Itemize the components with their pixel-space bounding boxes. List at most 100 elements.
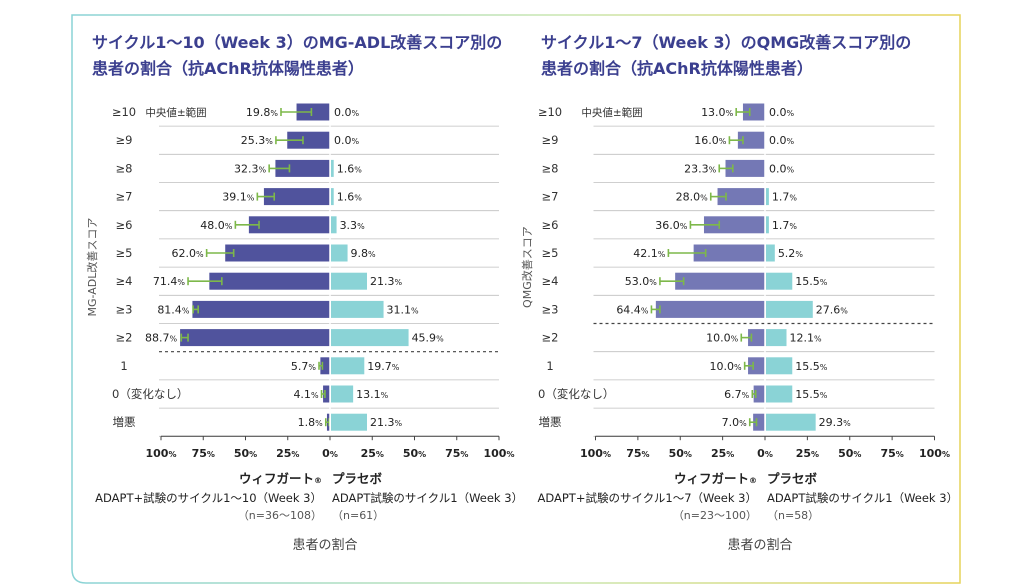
mgadl-treatment-value: 48.0%	[200, 219, 232, 232]
qmg-placebo-bar	[766, 300, 813, 318]
mgadl-treatment-bar	[275, 159, 330, 177]
qmg-errorbar-legend: 中央値±範囲	[581, 106, 642, 119]
qmg-x-tick-label: 0%	[757, 447, 773, 460]
qmg-placebo-value: 0.0%	[769, 134, 795, 147]
qmg-treatment-bar	[753, 413, 765, 431]
mgadl-x-axis-label: 患者の割合	[292, 537, 357, 553]
mgadl-placebo-bar	[331, 272, 367, 290]
qmg-treatment-bar	[655, 300, 765, 318]
qmg-treatment-bar	[725, 159, 765, 177]
mgadl-treatment-bar	[320, 357, 330, 375]
qmg-placebo-bar	[766, 188, 769, 206]
qmg-category-label: 0（変化なし）	[538, 387, 614, 401]
mgadl-x-tick-label: 50%	[403, 447, 426, 460]
qmg-placebo-n: （n=58）	[767, 509, 819, 522]
mgadl-category-label: ≥9	[116, 133, 133, 147]
qmg-placebo-bar	[766, 244, 775, 262]
qmg-treatment-bar	[737, 131, 765, 149]
mgadl-placebo-bar	[331, 385, 354, 403]
qmg-treatment-value: 10.0%	[706, 332, 739, 345]
qmg-category-label: ≥5	[542, 246, 559, 260]
qmg-category-label: 増悪	[539, 415, 562, 429]
qmg-treatment-bar	[693, 244, 765, 262]
mgadl-treatment-value: 71.4%	[153, 275, 186, 288]
qmg-treatment-bar	[742, 103, 765, 121]
mgadl-treatment-value: 39.1%	[222, 191, 255, 204]
mgadl-placebo-value: 9.8%	[351, 247, 377, 260]
qmg-treatment-name: ウィフガート®	[674, 471, 757, 486]
mgadl-placebo-value: 21.3%	[370, 416, 403, 429]
qmg-x-tick-label: 75%	[626, 447, 649, 460]
mgadl-placebo-value: 21.3%	[370, 275, 403, 288]
qmg-category-label: ≥10	[538, 105, 562, 119]
mgadl-placebo-bar	[331, 159, 334, 177]
mgadl-treatment-value: 19.8%	[246, 106, 279, 119]
mgadl-placebo-value: 19.7%	[367, 360, 400, 373]
qmg-treatment-value: 64.4%	[616, 303, 649, 316]
qmg-placebo-value: 12.1%	[790, 332, 823, 345]
qmg-placebo-value: 1.7%	[772, 191, 798, 204]
mgadl-placebo-value: 3.3%	[340, 219, 366, 232]
qmg-category-label: ≥2	[542, 331, 559, 345]
qmg-placebo-value: 15.5%	[795, 388, 828, 401]
mgadl-x-tick-label: 75%	[445, 447, 468, 460]
qmg-treatment-value: 13.0%	[701, 106, 734, 119]
chart1-title: サイクル1〜10（Week 3）のMG-ADL改善スコア別の 患者の割合（抗AC…	[92, 30, 502, 82]
qmg-treatment-value: 7.0%	[722, 416, 748, 429]
qmg-x-axis-label: 患者の割合	[727, 537, 792, 553]
qmg-treatment-bar	[748, 357, 765, 375]
qmg-treatment-value: 53.0%	[625, 275, 658, 288]
qmg-treatment-bar	[748, 329, 765, 347]
qmg-placebo-bar	[766, 216, 769, 234]
qmg-treatment-value: 10.0%	[710, 360, 743, 373]
mgadl-category-label: ≥7	[116, 190, 133, 204]
mgadl-placebo-value: 0.0%	[334, 134, 360, 147]
qmg-treatment-value: 28.0%	[676, 191, 709, 204]
chart2-title-line2: 患者の割合（抗AChR抗体陽性患者）	[541, 59, 813, 78]
qmg-placebo-bar	[766, 413, 816, 431]
qmg-placebo-value: 5.2%	[778, 247, 804, 260]
chart1-title-line1: サイクル1〜10（Week 3）のMG-ADL改善スコア別の	[92, 33, 503, 52]
qmg-x-tick-label: 25%	[711, 447, 734, 460]
qmg-category-label: ≥8	[542, 161, 559, 175]
mgadl-treatment-value: 32.3%	[234, 162, 267, 175]
qmg-treatment-value: 36.0%	[655, 219, 688, 232]
mgadl-treatment-bar	[180, 329, 330, 347]
qmg-placebo-bar	[766, 385, 793, 403]
qmg-x-tick-label: 50%	[669, 447, 692, 460]
mgadl-treatment-bar	[225, 244, 330, 262]
qmg-x-tick-label: 50%	[838, 447, 861, 460]
mgadl-treatment-value: 25.3%	[241, 134, 274, 147]
mgadl-category-label: ≥3	[116, 302, 133, 316]
mgadl-treatment-bar	[248, 216, 330, 234]
qmg-treatment-bar	[717, 188, 765, 206]
qmg-treatment-bar	[703, 216, 765, 234]
qmg-placebo-value: 29.3%	[819, 416, 852, 429]
qmg-category-label: ≥3	[542, 302, 559, 316]
mgadl-placebo-name: プラセボ	[332, 471, 383, 486]
qmg-treatment-subtitle: ADAPT+試験のサイクル1〜7（Week 3）	[537, 491, 757, 505]
mgadl-placebo-subtitle: ADAPT試験のサイクル1（Week 3）	[332, 491, 523, 505]
mgadl-x-tick-label: 0%	[322, 447, 338, 460]
mgadl-category-label: ≥8	[116, 161, 133, 175]
mgadl-placebo-bar	[331, 216, 337, 234]
mgadl-placebo-value: 13.1%	[356, 388, 389, 401]
mgadl-treatment-subtitle: ADAPT+試験のサイクル1〜10（Week 3）	[95, 491, 322, 505]
qmg-x-tick-label: 100%	[580, 447, 611, 460]
qmg-placebo-subtitle: ADAPT試験のサイクル1（Week 3）	[767, 491, 958, 505]
mgadl-x-tick-label: 100%	[484, 447, 515, 460]
mgadl-treatment-value: 88.7%	[145, 332, 178, 345]
mgadl-treatment-bar	[323, 385, 330, 403]
mgadl-treatment-n: （n=36〜108）	[238, 509, 322, 522]
qmg-category-label: ≥6	[542, 218, 559, 232]
mgadl-treatment-bar	[287, 131, 330, 149]
mgadl-x-tick-label: 25%	[276, 447, 299, 460]
mgadl-placebo-value: 1.6%	[337, 191, 363, 204]
mgadl-category-label: ≥5	[116, 246, 133, 260]
mgadl-category-label: ≥6	[116, 218, 133, 232]
mgadl-x-tick-label: 25%	[361, 447, 384, 460]
mgadl-treatment-value: 4.1%	[293, 388, 319, 401]
